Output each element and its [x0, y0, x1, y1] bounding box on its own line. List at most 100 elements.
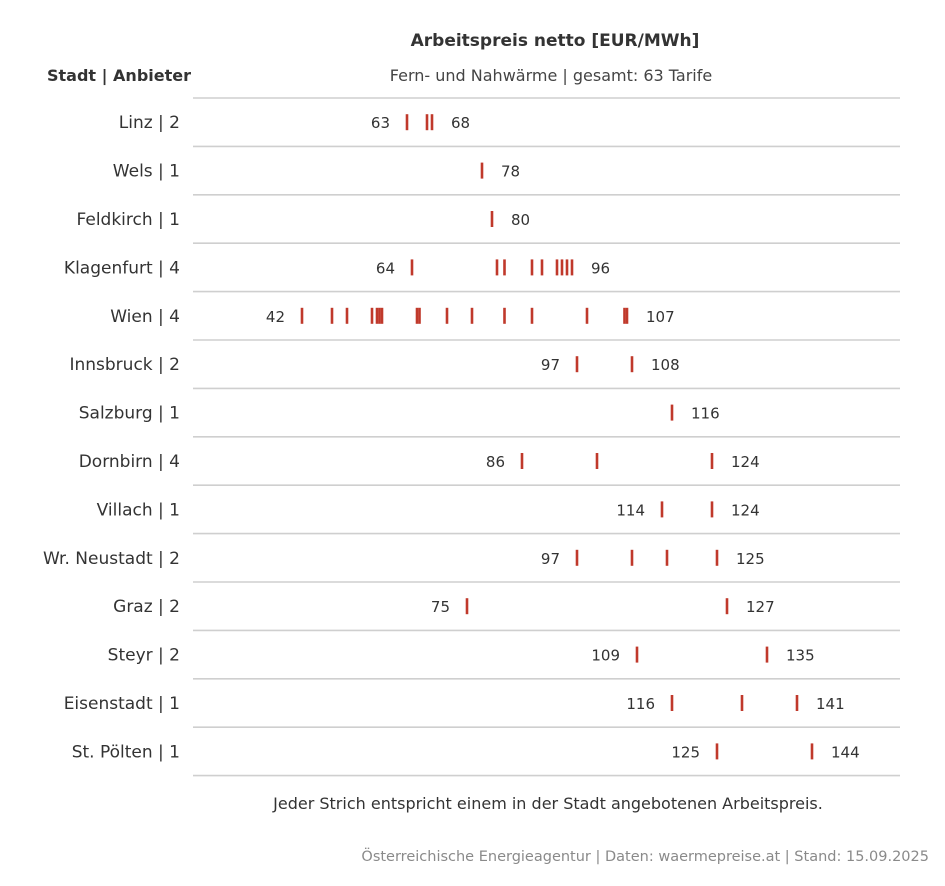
- price-mark: [300, 307, 304, 324]
- min-value-label: 63: [371, 114, 390, 132]
- max-value-label: 78: [501, 163, 520, 181]
- max-value-label: 124: [731, 453, 760, 471]
- row-label: Villach | 1: [97, 500, 180, 520]
- price-mark: [503, 307, 506, 324]
- min-value-label: 64: [376, 259, 395, 277]
- row-label: Salzburg | 1: [79, 404, 180, 424]
- chart-title: Arbeitspreis netto [EUR/MWh]: [411, 31, 700, 51]
- row-label: Wien | 4: [110, 307, 180, 327]
- chart-row: Salzburg | 1 116: [79, 404, 900, 438]
- chart-row: Steyr | 2 109 135: [108, 646, 900, 680]
- price-mark: [445, 307, 449, 324]
- min-value-label: 42: [266, 308, 285, 326]
- price-mark: [670, 695, 674, 711]
- max-value-label: 125: [736, 550, 765, 568]
- max-value-label: 96: [591, 259, 610, 277]
- price-mark: [470, 307, 474, 324]
- max-value-label: 135: [786, 647, 815, 665]
- chart-row: Eisenstadt | 1 116 141: [64, 694, 900, 729]
- price-mark: [710, 453, 714, 469]
- min-value-label: 109: [591, 647, 620, 665]
- max-value-label: 116: [691, 405, 720, 423]
- min-value-label: 116: [626, 695, 655, 713]
- price-mark: [715, 549, 719, 566]
- price-mark: [670, 404, 674, 421]
- price-mark: [540, 259, 544, 276]
- chart-row: Wr. Neustadt | 2 97 125: [43, 549, 900, 583]
- price-mark: [625, 307, 629, 324]
- price-mark: [623, 307, 626, 324]
- price-mark: [575, 549, 579, 566]
- price-mark: [330, 307, 334, 324]
- row-label: Wr. Neustadt | 2: [43, 549, 180, 569]
- row-label: Dornbirn | 4: [79, 452, 180, 472]
- price-mark: [710, 501, 714, 518]
- chart-rows: Linz | 2 63 68 Wels | 1 78 Feldkirch | 1 80 Kla…: [43, 113, 900, 777]
- price-mark: [555, 259, 559, 276]
- price-mark: [415, 307, 419, 324]
- max-value-label: 68: [451, 114, 470, 132]
- price-mark: [715, 743, 719, 760]
- chart-row: Dornbirn | 4 86 124: [79, 452, 900, 487]
- price-mark: [520, 453, 524, 469]
- min-value-label: 75: [431, 598, 450, 616]
- min-value-label: 97: [541, 356, 560, 374]
- price-mark: [410, 259, 414, 276]
- min-value-label: 114: [616, 501, 645, 519]
- price-mark: [530, 259, 534, 276]
- price-mark: [585, 307, 589, 324]
- price-mark: [665, 549, 669, 566]
- price-mark: [530, 307, 534, 324]
- chart-row: Feldkirch | 1 80: [77, 210, 900, 244]
- price-mark: [430, 114, 434, 131]
- price-mark: [575, 356, 579, 373]
- price-mark: [725, 598, 729, 615]
- price-mark: [795, 695, 799, 711]
- max-value-label: 124: [731, 501, 760, 519]
- max-value-label: 144: [831, 743, 860, 761]
- max-value-label: 80: [511, 211, 530, 229]
- chart-row: Linz | 2 63 68: [119, 113, 900, 148]
- row-label: Graz | 2: [113, 597, 180, 617]
- max-value-label: 141: [816, 695, 845, 713]
- row-label: Linz | 2: [119, 113, 180, 133]
- price-mark: [405, 114, 409, 131]
- price-mark: [630, 549, 634, 566]
- price-mark: [370, 307, 374, 324]
- price-mark: [418, 307, 421, 324]
- chart-subtitle: Fern- und Nahwärme | gesamt: 63 Tarife: [390, 66, 712, 85]
- chart-caption: Jeder Strich entspricht einem in der Sta…: [272, 794, 823, 813]
- price-mark: [765, 646, 769, 663]
- chart-row: Innsbruck | 2 97 108: [69, 355, 900, 390]
- max-value-label: 127: [746, 598, 775, 616]
- price-mark: [375, 307, 379, 324]
- row-label: Feldkirch | 1: [77, 210, 180, 230]
- chart-row: Wien | 4 42 107: [110, 307, 900, 341]
- chart-row: Wels | 1 78: [113, 162, 900, 196]
- price-mark: [490, 211, 494, 227]
- price-mark: [560, 259, 564, 276]
- chart-row: Klagenfurt | 4 64 96: [64, 258, 900, 293]
- price-mark: [635, 646, 639, 663]
- min-value-label: 86: [486, 453, 505, 471]
- max-value-label: 108: [651, 356, 680, 374]
- min-value-label: 97: [541, 550, 560, 568]
- row-label: Eisenstadt | 1: [64, 694, 180, 714]
- price-mark: [378, 307, 381, 324]
- row-label: St. Pölten | 1: [72, 742, 180, 762]
- row-label: Steyr | 2: [108, 646, 180, 666]
- price-mark: [503, 259, 506, 276]
- price-mark: [630, 356, 634, 373]
- chart-row: Graz | 2 75 127: [113, 597, 900, 632]
- source-note: Österreichische Energieagentur | Daten: …: [361, 847, 929, 865]
- chart-row: St. Pölten | 1 125 144: [72, 742, 900, 777]
- price-mark: [565, 259, 569, 276]
- price-mark: [425, 114, 429, 131]
- row-header: Stadt | Anbieter: [47, 66, 191, 86]
- price-mark: [595, 453, 599, 469]
- price-mark: [810, 743, 814, 760]
- price-mark: [570, 259, 574, 276]
- max-value-label: 107: [646, 308, 675, 326]
- price-mark: [380, 307, 384, 324]
